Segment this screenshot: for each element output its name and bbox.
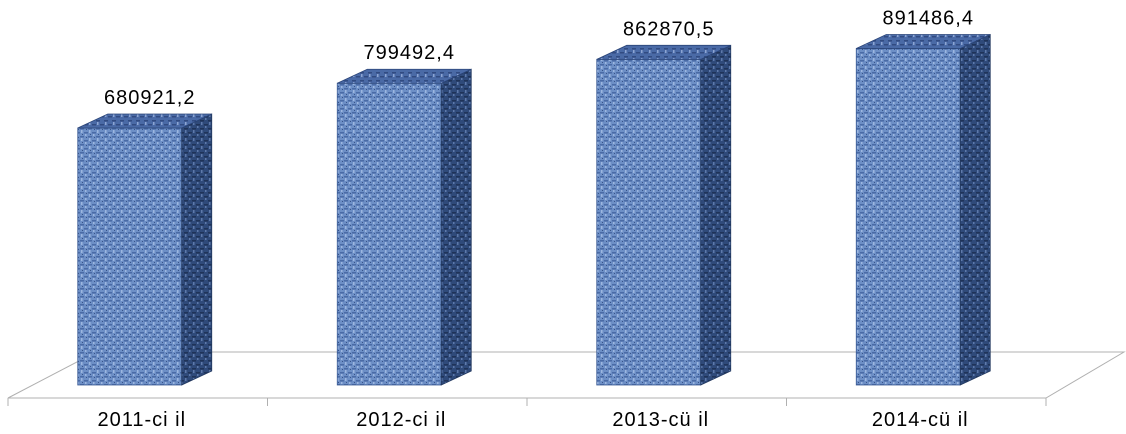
bar-1	[77, 113, 213, 386]
bars-layer	[77, 33, 991, 386]
bar-front-face	[596, 58, 702, 386]
data-label: 862870,5	[623, 18, 714, 40]
category-label: 2012-ci il	[356, 409, 446, 431]
floor-plane	[7, 351, 1126, 399]
bar-front-face	[855, 48, 961, 386]
bar-side-face	[959, 33, 991, 386]
data-label: 680921,2	[104, 87, 195, 109]
bar-front-face	[77, 127, 183, 386]
category-label: 2011-ci il	[97, 409, 186, 431]
bar-2	[336, 68, 472, 386]
bar-3	[596, 44, 732, 386]
category-label: 2013-cü il	[612, 409, 709, 431]
bar-side-face	[440, 68, 472, 386]
bar-top-face	[337, 68, 472, 84]
data-labels-layer: 680921,2 799492,4 862870,5 891486,4	[104, 8, 974, 109]
category-label: 2014-cü il	[872, 409, 969, 431]
data-label: 891486,4	[883, 8, 974, 30]
bar-top-face	[77, 113, 212, 129]
bar-side-face	[181, 113, 213, 386]
bar-4	[855, 33, 991, 386]
bar-side-face	[700, 44, 732, 386]
x-axis-ticks	[7, 398, 1047, 406]
bar-top-face	[856, 34, 991, 49]
data-label: 799492,4	[364, 42, 455, 64]
category-labels-layer: 2011-ci il 2012-ci il 2013-cü il 2014-cü il	[97, 409, 969, 431]
bar-front-face	[336, 82, 442, 386]
chart-floor	[7, 351, 1126, 399]
bar-top-face	[596, 44, 731, 60]
